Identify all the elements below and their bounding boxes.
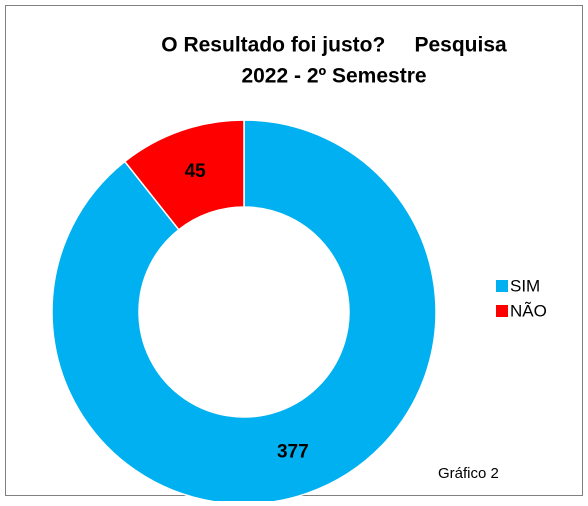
legend-label: NÃO <box>510 301 547 320</box>
legend-swatch <box>496 280 508 292</box>
chart-title: 2022 - 2º Semestre <box>241 65 426 88</box>
donut-slice <box>51 119 437 505</box>
data-label: 45 <box>185 161 207 182</box>
legend-label: SIM <box>510 276 540 295</box>
donut-slice <box>123 119 245 231</box>
chart-title: O Resultado foi justo? Pesquisa <box>161 34 507 57</box>
legend-swatch <box>496 305 508 317</box>
annotation: Gráfico 2 <box>438 465 499 482</box>
data-label: 377 <box>277 441 309 462</box>
